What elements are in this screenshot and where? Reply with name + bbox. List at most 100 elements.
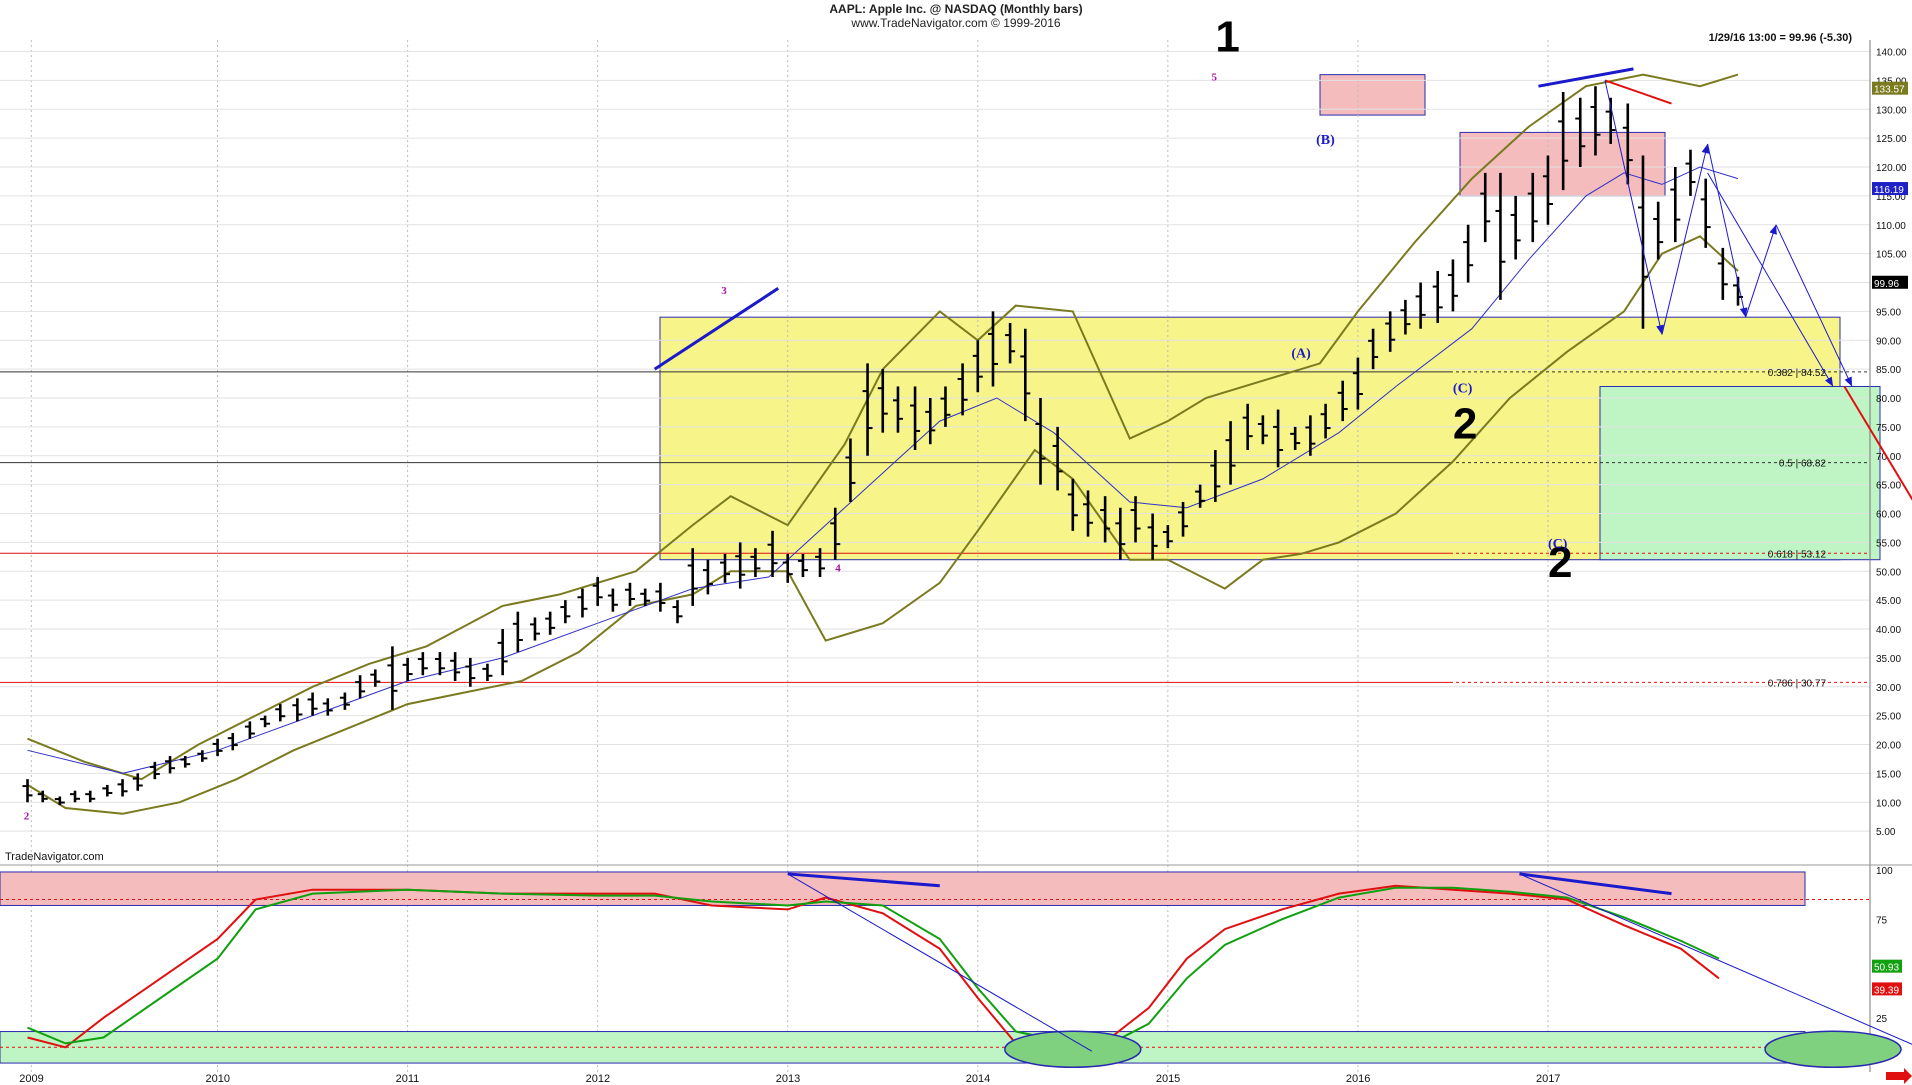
ohlc-bar — [22, 779, 33, 803]
y-tick-label: 35.00 — [1876, 654, 1901, 665]
y-tick-label: 130.00 — [1876, 105, 1907, 116]
price-tag-label: 99.96 — [1874, 279, 1899, 290]
ohlc-bar — [102, 784, 113, 797]
ohlc-bar — [402, 657, 413, 681]
ohlc-bar — [1542, 155, 1553, 225]
ohlc-bar — [1510, 195, 1521, 260]
ohlc-bar — [577, 588, 588, 618]
wave-path-line — [1604, 80, 1663, 335]
ohlc-bar — [1052, 426, 1063, 491]
divergence-line — [1604, 79, 1672, 105]
ohlc-bar — [1400, 299, 1411, 335]
wave-label: 1 — [1215, 13, 1239, 62]
ohlc-bar — [797, 553, 808, 578]
ohlc-bar — [1590, 86, 1601, 156]
ohlc-bar — [322, 698, 333, 716]
last-quote-readout: 1/29/16 13:00 = 99.96 (-5.30) — [1708, 32, 1852, 44]
ohlc-bar — [1717, 247, 1728, 300]
ohlc-bar — [387, 646, 398, 710]
y-tick-label: 140.00 — [1876, 48, 1907, 59]
y-tick-label: 65.00 — [1876, 481, 1901, 492]
y-tick-label: 70.00 — [1876, 452, 1901, 463]
ohlc-bar — [70, 790, 81, 803]
chart-title: AAPL: Apple Inc. @ NASDAQ (Monthly bars) — [829, 2, 1083, 16]
oversold-target-ellipse — [1004, 1030, 1142, 1069]
divergence-line — [1538, 67, 1634, 88]
ohlc-bar — [244, 721, 255, 739]
wave-label: 5 — [1212, 71, 1218, 83]
ohlc-bar — [862, 363, 873, 456]
ohlc-bar — [1020, 328, 1031, 422]
stoch-d-line — [27, 886, 1720, 1045]
stoch-divergence-line — [1519, 872, 1672, 896]
ohlc-bar — [355, 675, 366, 699]
ohlc-bar — [624, 582, 635, 606]
y-tick-label: 55.00 — [1876, 538, 1901, 549]
ohlc-bar — [1463, 224, 1474, 283]
stoch-y-tick-label: 75 — [1876, 915, 1888, 926]
wave-path-line-arrowhead — [1739, 307, 1748, 318]
ohlc-bar — [672, 600, 683, 624]
wave-label: 3 — [721, 285, 727, 297]
y-tick-label: 85.00 — [1876, 365, 1901, 376]
stoch-tag-label: 50.93 — [1874, 963, 1899, 974]
y-tick-label: 110.00 — [1876, 221, 1906, 232]
ohlc-bar — [655, 582, 666, 612]
ohlc-bar — [892, 386, 903, 433]
ohlc-bar — [1685, 149, 1696, 196]
wave-label: 2 — [1548, 538, 1572, 587]
ohlc-bar — [227, 732, 238, 751]
x-tick-label: 2011 — [396, 1073, 420, 1085]
stoch-projection-line — [1519, 873, 1912, 1045]
stoch-k-line — [27, 884, 1720, 1049]
ohlc-bar — [1147, 513, 1158, 560]
ohlc-bar — [212, 738, 223, 757]
ohlc-bar — [1495, 172, 1506, 300]
ohlc-bar — [1273, 409, 1284, 468]
ohlc-bar — [1067, 478, 1078, 531]
ohlc-bar — [1257, 415, 1268, 445]
wave-path-line — [1707, 143, 1747, 318]
ohlc-bar — [1290, 426, 1301, 450]
ohlc-bar — [560, 600, 571, 624]
price-tag-label: 133.57 — [1874, 85, 1905, 96]
stoch-tag — [1872, 982, 1902, 996]
ohlc-bar — [434, 652, 445, 676]
ohlc-bar — [1178, 501, 1189, 537]
scroll-right-arrow-icon[interactable] — [1886, 1068, 1912, 1084]
stoch-tag-label: 39.39 — [1874, 985, 1899, 996]
x-tick-label: 2009 — [19, 1073, 43, 1085]
ohlc-bar — [877, 369, 888, 433]
ohlc-bar — [957, 363, 968, 416]
ohlc-bar — [782, 553, 793, 583]
ohlc-bar — [1083, 490, 1094, 537]
fib-level-label: 0.5 | 68.82 — [1779, 459, 1827, 470]
x-tick-label: 2016 — [1346, 1073, 1370, 1085]
ohlc-bar — [117, 779, 128, 797]
ohlc-bar — [1700, 178, 1711, 248]
y-tick-label: 115.00 — [1876, 192, 1906, 203]
ohlc-bar — [1527, 172, 1538, 243]
y-tick-label: 90.00 — [1876, 336, 1901, 347]
ohlc-bar — [1035, 398, 1046, 485]
ohlc-bar — [1368, 328, 1379, 370]
ohlc-bar — [197, 750, 208, 762]
ohlc-bar — [85, 790, 96, 803]
ohlc-bar — [1337, 380, 1348, 422]
x-tick-label: 2014 — [966, 1073, 990, 1085]
wave-path-line — [1661, 143, 1709, 335]
ohlc-bar — [545, 611, 556, 635]
y-tick-label: 75.00 — [1876, 423, 1901, 434]
wave-label: (C) — [1453, 381, 1473, 396]
stoch-projection-line — [787, 873, 1093, 1052]
wave-path-line-arrowhead — [1844, 376, 1853, 387]
ohlc-bar — [1415, 282, 1426, 329]
wave-path-line-arrowhead — [1825, 376, 1834, 387]
bollinger-lower-line — [26, 235, 1739, 815]
ohlc-bar — [292, 698, 303, 722]
ohlc-bar — [37, 790, 48, 803]
y-tick-label: 95.00 — [1876, 307, 1901, 318]
ohlc-bar — [702, 559, 713, 595]
ohlc-bar — [1320, 403, 1331, 439]
